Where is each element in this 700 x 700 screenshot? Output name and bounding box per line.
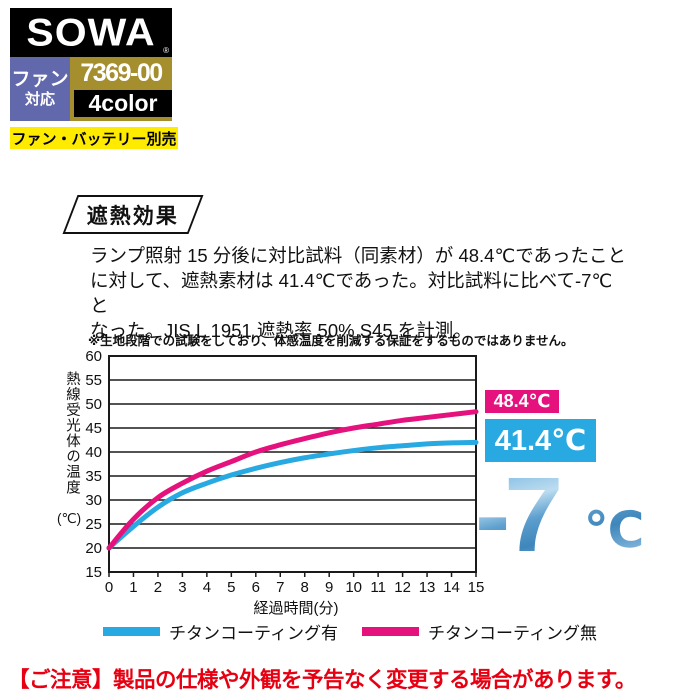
sowa-logo-box: SOWA ® [10,8,172,57]
legend-label-coated: チタンコーティング有 [169,624,338,643]
x-tick-label: 14 [443,579,460,596]
y-tick-label: 40 [85,444,102,461]
intro-paragraph: ランプ照射 15 分後に対比試料（同素材）が 48.4℃であったこと に対して、… [90,243,630,343]
intro-line-2: に対して、遮熱素材は 41.4℃であった。対比試料に比べて-7℃と [90,270,613,316]
series-line-1 [106,409,479,551]
color-count: 4color [88,90,158,116]
uncoated-temp-callout: 48.4℃ [485,390,559,413]
fan-badge-line1: ファン [11,68,69,90]
x-tick-label: 12 [394,579,411,596]
difference-unit: ℃ [584,502,642,558]
disclaimer-note: ※生地段階での試験をしており、体感温度を削減する保証をするものではありません。 [88,334,574,348]
intro-line-1: ランプ照射 15 分後に対比試料（同素材）が 48.4℃であったこと [90,245,627,266]
coated-temp-callout: 41.4℃ [485,419,596,462]
sowa-logo-text: SOWA [26,9,156,55]
y-tick-label: 50 [85,396,102,413]
legend-swatch-coated [103,627,160,636]
legend-swatch-uncoated [361,627,419,636]
fan-compatible-badge: ファン 対応 [10,57,70,121]
y-tick-label: 25 [85,516,102,533]
intro-line-3: なった。JIS L 1951 遮熱率 50% S45 を計測。 [90,320,472,341]
sold-separately-text: ファン・バッテリー別売 [11,130,177,148]
x-tick-label: 10 [345,579,362,596]
color-count-badge: 4color [74,90,172,117]
x-tick-label: 5 [227,579,235,596]
x-tick-label: 1 [129,579,137,596]
product-code: 7369-00 [80,59,163,87]
difference-value: -7 [475,456,559,570]
y-tick-label: 35 [85,468,102,485]
x-tick-label: 2 [154,579,162,596]
x-tick-label: 6 [252,579,260,596]
x-tick-label: 7 [276,579,284,596]
temperature-line-chart: 15 20 25 30 35 40 45 50 55 60 0 1 2 3 4 5 6 7 8 9 10 11 12 13 14… [55,348,495,598]
y-axis-title: 熱線受光体の温度 [64,371,80,495]
registered-trademark-icon: ® [163,46,169,55]
x-tick-label: 0 [105,579,113,596]
legend-item-uncoated: チタンコーティング無 [361,619,597,644]
x-tick-label: 15 [468,579,485,596]
fan-badge-line2: 対応 [24,91,55,109]
product-code-badge: 7369-00 4color [70,57,172,121]
x-axis-title: 経過時間(分) [253,600,339,617]
x-tick-label: 11 [370,579,386,596]
x-tick-label: 4 [203,579,211,596]
y-tick-label: 55 [85,372,102,389]
x-tick-label: 9 [325,579,333,596]
y-axis-unit: (℃) [57,511,82,526]
svg-text:-7 ℃: -7 ℃ [475,456,642,570]
x-tick-label: 8 [301,579,309,596]
chart-legend: チタンコーティング有 チタンコーティング無 [103,619,597,644]
section-title-parallelogram: 遮熱効果 [62,195,204,234]
y-tick-label: 15 [85,564,102,581]
temperature-difference-callout: -7 ℃ [473,455,653,574]
footer-notice: 【ご注意】製品の仕様や外観を予告なく変更する場合があります。 [8,668,636,692]
y-tick-label: 30 [85,492,102,509]
legend-label-uncoated: チタンコーティング無 [427,624,597,643]
section-title: 遮熱効果 [87,204,179,228]
legend-item-coated: チタンコーティング有 [103,619,338,644]
x-tick-label: 3 [178,579,186,596]
y-tick-label: 60 [85,348,102,365]
x-tick-label: 13 [419,579,436,596]
y-tick-label: 20 [85,540,102,557]
sold-separately-bar: ファン・バッテリー別売 [10,127,178,149]
temperature-difference-art: -7 ℃ [475,456,648,574]
plot-border [108,355,477,573]
series-line-0 [106,439,479,551]
y-tick-label: 45 [85,420,102,437]
